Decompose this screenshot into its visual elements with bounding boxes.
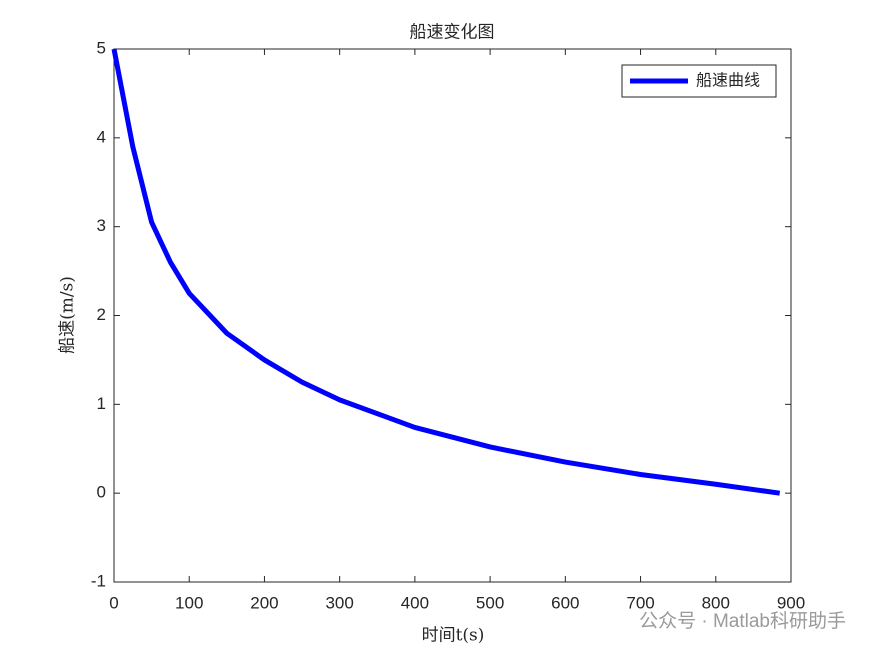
x-tick-label: 500 <box>476 593 504 612</box>
y-tick-label: 0 <box>97 483 106 502</box>
y-tick-label: -1 <box>91 571 106 590</box>
x-tick-label: 200 <box>250 593 278 612</box>
chart-title: 船速变化图 <box>410 23 495 43</box>
x-tick-label: 0 <box>109 593 118 612</box>
x-tick-label: 900 <box>777 593 805 612</box>
x-tick-label: 400 <box>401 593 429 612</box>
x-tick-label: 800 <box>702 593 730 612</box>
legend-label: 船速曲线 <box>696 71 760 90</box>
data-line <box>111 48 781 496</box>
plot-area <box>113 48 792 583</box>
y-tick-label: 1 <box>97 394 106 413</box>
x-tick-label: 300 <box>325 593 353 612</box>
watermark: 公众号 · Matlab科研助手 <box>639 610 846 632</box>
y-tick-label: 5 <box>97 38 106 57</box>
y-tick-label: 4 <box>97 127 106 146</box>
y-tick-label: 3 <box>97 216 106 235</box>
x-tick-label: 600 <box>551 593 579 612</box>
x-axis-label: 时间t(s) <box>422 626 485 646</box>
x-tick-label: 700 <box>626 593 654 612</box>
y-tick-label: 2 <box>97 305 106 324</box>
y-axis-label: 船速(m/s) <box>58 276 78 354</box>
x-tick-label: 100 <box>175 593 203 612</box>
